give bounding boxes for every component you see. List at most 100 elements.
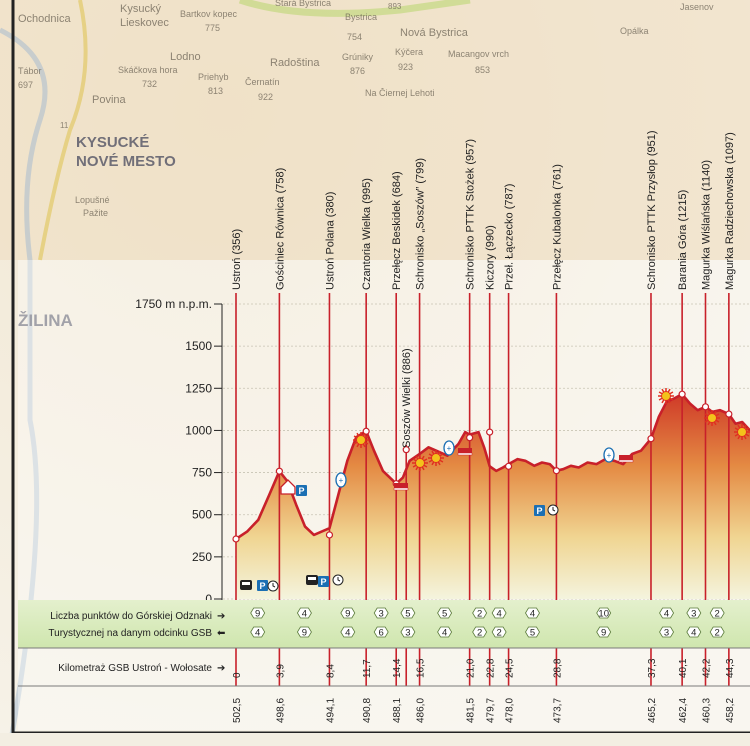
map-labels: Ochodnica Kysucký Lieskovec Bartkov kopec 77…	[18, 0, 714, 330]
bottom-margin	[0, 733, 750, 746]
points-from-value: 4	[691, 628, 696, 639]
shelter-icon-glyph: +	[607, 451, 612, 460]
station-label: Schronisko PTTK Przysłop (951)	[646, 130, 658, 290]
km-reverse-value: 473,7	[552, 698, 563, 723]
points-from-label: Turystycznej na danym odcinku GSB	[48, 628, 212, 639]
station-label: Barania Góra (1215)	[677, 190, 689, 290]
points-to-value-badge	[472, 607, 488, 619]
map-place-label: 697	[18, 80, 33, 90]
map-place-label: Tábor	[18, 66, 42, 76]
points-to-value: 4	[530, 609, 535, 620]
points-from-value: 4	[255, 628, 260, 639]
map-place-label: Povina	[92, 94, 127, 106]
points-from-value: 6	[379, 628, 384, 639]
points-to-value: 3	[691, 609, 696, 620]
points-from-value-badge	[296, 626, 312, 638]
km-reverse-value: 462,4	[678, 698, 689, 723]
map-place-label: NOVÉ MESTO	[76, 153, 176, 170]
parking-icon	[534, 505, 545, 516]
station-label: Czantoria Wielka (995)	[361, 178, 373, 290]
points-from-value-badge	[686, 626, 702, 638]
points-to-value: 4	[496, 609, 501, 620]
map-place-label: Lieskovec	[120, 17, 169, 29]
points-to-value-badge	[437, 607, 453, 619]
map-place-label: Černatín	[245, 77, 280, 87]
station-point	[486, 428, 494, 436]
map-place-label: Radoština	[270, 57, 320, 69]
station-point	[232, 535, 240, 543]
points-to-value: 4	[302, 609, 307, 620]
map-place-label: 893	[388, 2, 402, 11]
shelter-icon-glyph: +	[447, 444, 452, 453]
points-from-value-badge	[596, 626, 612, 638]
points-from-value: 3	[664, 628, 669, 639]
station-label: Magurka Wiślańska (1140)	[700, 160, 712, 290]
km-reverse-value: 488,1	[392, 698, 403, 723]
km-value: 44,3	[725, 658, 736, 678]
arrow-left-icon: ⬅	[217, 628, 225, 639]
points-from-value-badge	[373, 626, 389, 638]
sun-core	[707, 413, 717, 423]
map-place-label: Ochodnica	[18, 13, 71, 25]
points-from-value: 2	[477, 628, 482, 639]
points-to-value-badge	[596, 607, 612, 619]
sun-core	[356, 435, 366, 445]
y-tick-label: 0	[205, 592, 212, 606]
map-place-label: ŽILINA	[18, 311, 73, 330]
station-point	[325, 531, 334, 539]
map-place-label: Kysucký	[120, 3, 161, 15]
map-icons: P P P P + + +	[240, 388, 750, 592]
peak-sun-icon	[658, 388, 674, 404]
km-value: 28,8	[552, 658, 563, 678]
points-to-value: 9	[345, 609, 350, 620]
points-rows-band	[18, 600, 750, 648]
points-rows: 9 4 9 3 5 5 2 4 4 10 4 3 2 4 9 4 6 3 4 2 2 5 9 3 4 2 0 502,5 3,9 498,…	[232, 607, 736, 723]
station-label: Schronisko PTTK Stożek (957)	[465, 139, 477, 290]
y-tick-label: 250	[192, 550, 212, 564]
map-place-label: 813	[208, 86, 223, 96]
road-2	[238, 0, 471, 17]
km-value: 40,1	[678, 658, 689, 678]
map-place-label: Kýčera	[395, 47, 423, 57]
map-place-label: Stará Bystrica	[275, 0, 331, 8]
station-point	[701, 403, 710, 411]
km-reverse-value: 460,3	[701, 698, 712, 723]
map-place-label: Bystrica	[345, 12, 377, 22]
y-tick-label: 1500	[185, 339, 212, 353]
parking-icon	[296, 485, 307, 496]
km-reverse-value: 458,2	[725, 698, 736, 723]
sun-core	[415, 458, 425, 468]
parking-icon	[318, 576, 329, 587]
points-to-value-badge	[340, 607, 356, 619]
sun-core	[431, 453, 441, 463]
km-value: 21,0	[466, 658, 477, 678]
bus-icon-window	[308, 577, 316, 580]
points-to-value: 10	[598, 609, 609, 620]
points-from-value-badge	[400, 626, 416, 638]
map-place-label: 923	[398, 62, 413, 72]
points-from-value-badge	[491, 626, 507, 638]
sun-core	[737, 427, 747, 437]
map-place-label: 853	[475, 65, 490, 75]
km-reverse-value: 465,2	[647, 698, 658, 723]
station-label: Soszów Wielki (886)	[401, 348, 413, 448]
map-place-label: 876	[350, 66, 365, 76]
points-from-value: 4	[345, 628, 350, 639]
points-to-label: Liczba punktów do Górskiej Odznaki	[50, 611, 212, 622]
km-value: 22,8	[486, 658, 497, 678]
points-to-value-badge	[686, 607, 702, 619]
map-place-label: 922	[258, 92, 273, 102]
parking-icon-letter: P	[298, 486, 304, 496]
km-reverse-value: 478,0	[505, 698, 516, 723]
points-to-value-badge	[709, 607, 725, 619]
station-point	[678, 390, 686, 398]
points-from-value: 5	[530, 628, 535, 639]
points-to-value-badge	[525, 607, 540, 619]
food-icon-hand	[552, 507, 556, 512]
station-point	[552, 467, 561, 475]
parking-icon-letter: P	[320, 577, 326, 587]
map-place-label: Na Čiernej Lehoti	[365, 88, 435, 98]
points-to-value: 3	[379, 609, 384, 620]
